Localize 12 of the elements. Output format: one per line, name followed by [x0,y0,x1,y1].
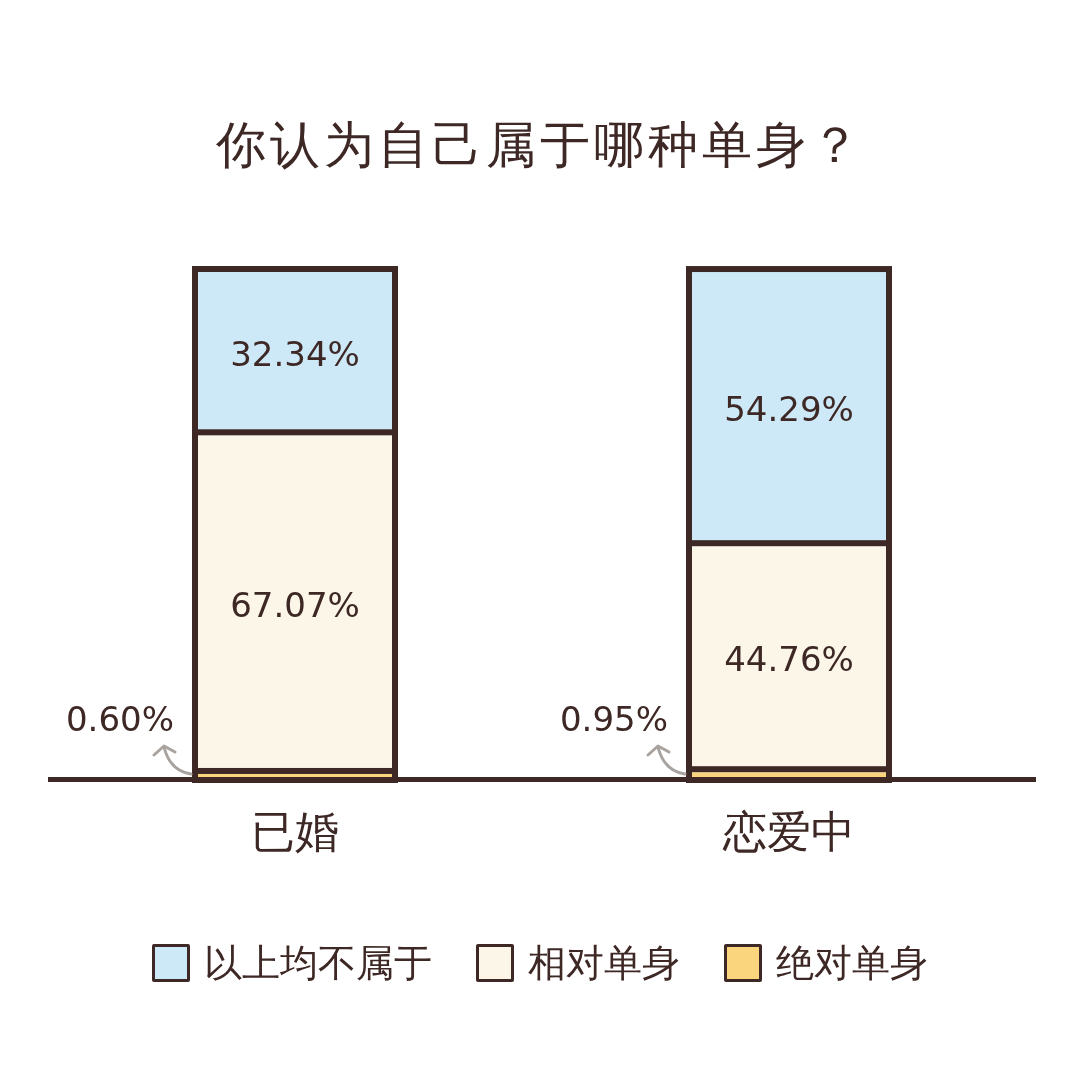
data-label: 67.07% [230,584,360,625]
chart-title: 你认为自己属于哪种单身？ [215,115,865,176]
legend-label: 相对单身 [528,939,680,987]
data-label: 54.29% [724,389,854,430]
data-label: 0.60% [65,699,174,739]
x-tick-label: 已婚 [251,805,339,857]
legend-label: 以上均不属于 [204,939,432,987]
data-label: 0.95% [559,699,668,739]
x-tick-label: 恋爱中 [722,805,855,857]
legend-label: 绝对单身 [776,939,928,987]
data-label: 44.76% [724,639,854,680]
data-label: 32.34% [230,333,360,374]
